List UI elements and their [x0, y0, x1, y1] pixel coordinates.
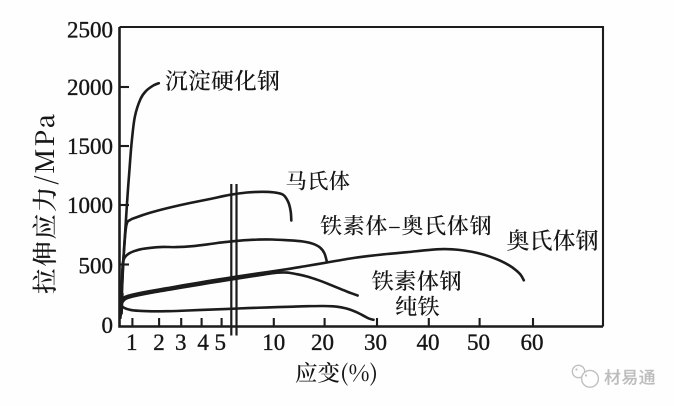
svg-text:2500: 2500 — [67, 17, 113, 42]
svg-text:50: 50 — [467, 330, 490, 355]
svg-text:1500: 1500 — [67, 134, 113, 159]
svg-text:5: 5 — [214, 330, 226, 355]
svg-text:0: 0 — [102, 313, 114, 338]
svg-text:40: 40 — [417, 330, 440, 355]
svg-text:2000: 2000 — [67, 75, 113, 100]
svg-text:3: 3 — [175, 330, 187, 355]
svg-text:2: 2 — [153, 330, 165, 355]
svg-text:500: 500 — [79, 253, 114, 278]
svg-text:20: 20 — [311, 330, 334, 355]
svg-text:10: 10 — [262, 330, 285, 355]
svg-text:1000: 1000 — [67, 193, 113, 218]
svg-text:60: 60 — [521, 330, 544, 355]
svg-text:30: 30 — [364, 330, 387, 355]
svg-text:4: 4 — [197, 330, 209, 355]
svg-text:1: 1 — [126, 330, 138, 355]
